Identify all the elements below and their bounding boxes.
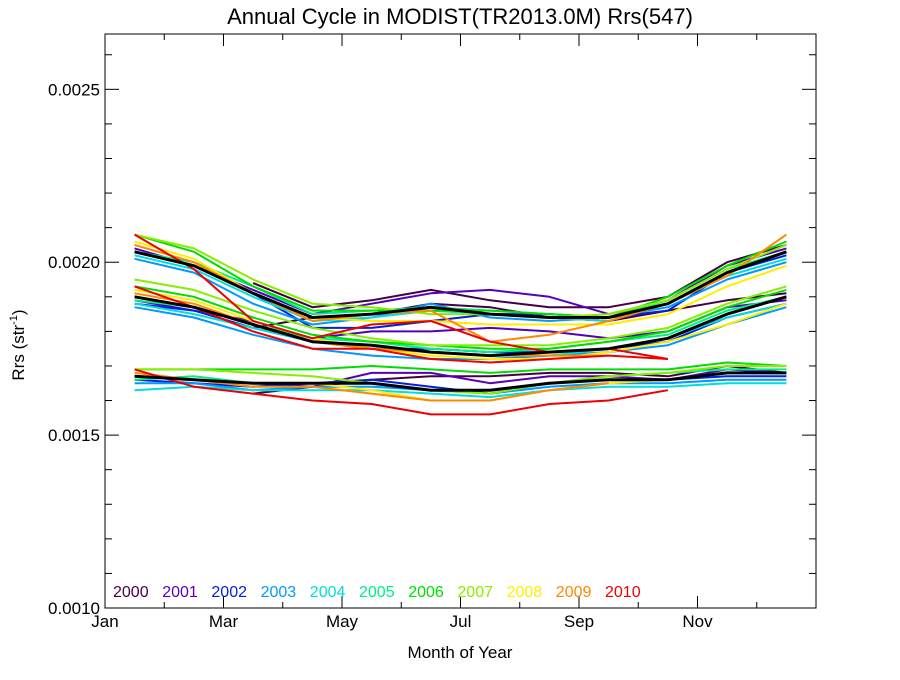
y-tick-label: 0.0010 (48, 599, 100, 618)
y-tick-label: 0.0025 (48, 80, 100, 99)
legend-item-2002: 2002 (211, 584, 247, 601)
x-tick-label: Mar (209, 612, 239, 631)
x-tick-label: Nov (682, 612, 713, 631)
series-line-2000-3 (252, 243, 787, 309)
y-tick-label: 0.0015 (48, 426, 100, 445)
x-tick-label: Sep (564, 612, 594, 631)
climatology-line-2 (134, 295, 787, 358)
plot-frame (104, 33, 817, 609)
tick-labels: Jan Mar May Jul Sep Nov 0.0010 0.0015 0.0020 0.00… (48, 80, 713, 631)
legend-item-2001: 2001 (162, 584, 198, 601)
series-line-2006-2 (134, 285, 787, 350)
climatology-line-1 (134, 371, 787, 392)
legend-item-2010: 2010 (605, 584, 641, 601)
y-axis-label-suffix: ) (9, 309, 28, 315)
legend-item-2008: 2008 (507, 584, 543, 601)
legend-item-2000: 2000 (113, 584, 149, 601)
x-tick-label: May (326, 612, 359, 631)
series-line-2007-1 (134, 365, 787, 395)
series-line-2010-2 (134, 285, 668, 364)
y-axis-label-superscript: -1 (8, 315, 20, 325)
series-line-2010-1 (134, 368, 669, 416)
y-tick-label: 0.0020 (48, 253, 100, 272)
chart-title: Annual Cycle in MODIST(TR2013.0M) Rrs(54… (227, 4, 693, 29)
legend-item-2004: 2004 (310, 584, 346, 601)
series-line-2007-3 (134, 233, 787, 319)
legend-item-2006: 2006 (408, 584, 444, 601)
series-line-2004-1 (134, 382, 787, 399)
series-2007 (134, 233, 787, 395)
series-climatology (134, 250, 787, 392)
series-line-2006-1 (134, 361, 787, 374)
x-tick-label: Jan (91, 612, 118, 631)
plot-lines (134, 233, 787, 416)
series-line-2008-2 (134, 288, 787, 360)
legend-item-2007: 2007 (457, 584, 493, 601)
series-line-2007-2 (134, 278, 787, 347)
legend-item-2003: 2003 (261, 584, 297, 601)
x-axis-label: Month of Year (408, 643, 513, 662)
climatology-line-3 (134, 250, 787, 319)
y-axis-label-main: Rrs (str (9, 325, 28, 381)
x-tick-label: Jul (450, 612, 472, 631)
series-line-2003-2 (134, 306, 787, 360)
y-axis-label: Rrs (str-1) (8, 309, 28, 380)
legend: 2000 2001 2002 2003 2004 2005 2006 2007 2008 2009… (113, 584, 641, 601)
legend-item-2005: 2005 (359, 584, 395, 601)
legend-item-2009: 2009 (556, 584, 592, 601)
